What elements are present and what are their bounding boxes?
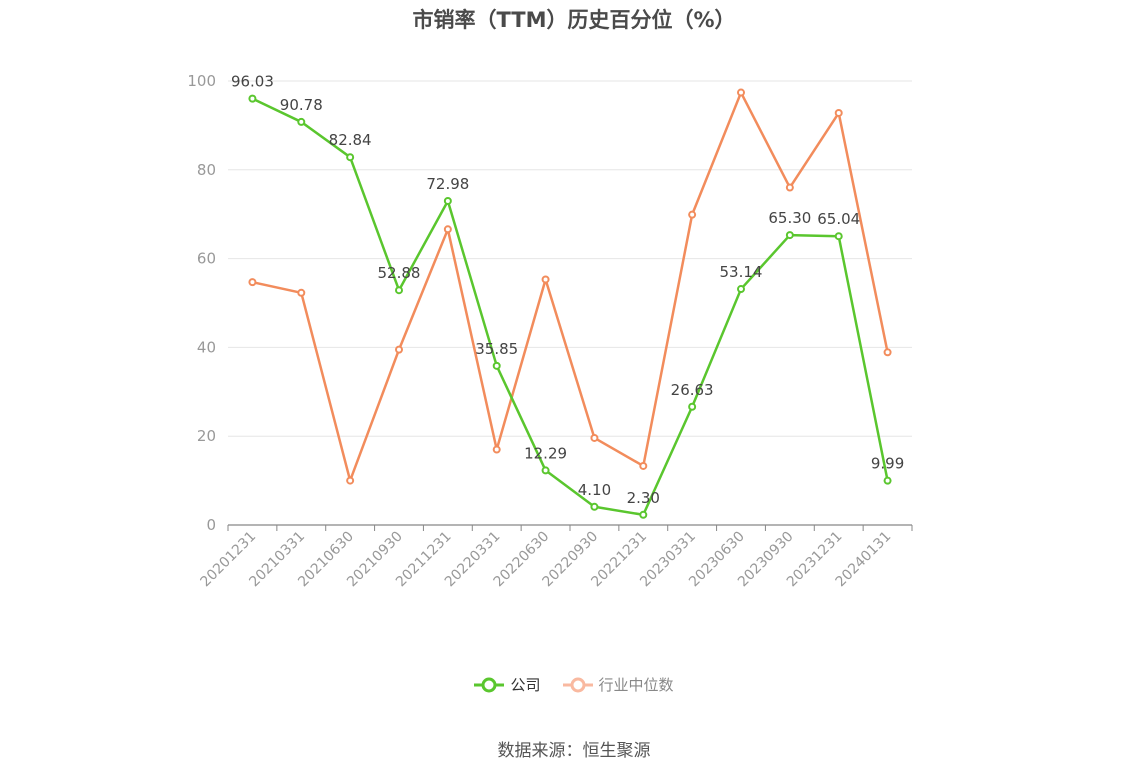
data-point-industry	[248, 278, 257, 287]
legend: 公司 行业中位数	[0, 674, 1148, 695]
legend-item-company[interactable]: 公司	[474, 674, 541, 695]
series-line-industry	[252, 91, 889, 482]
source-note: 数据来源：恒生聚源	[497, 741, 651, 761]
data-label: 72.98	[426, 175, 469, 193]
data-point-company	[346, 153, 355, 162]
data-point-company	[248, 94, 257, 103]
data-label: 65.04	[817, 210, 860, 228]
data-point-company	[590, 502, 599, 511]
data-point-company	[541, 466, 550, 475]
data-point-company	[492, 361, 501, 370]
legend-industry-label: 行业中位数	[598, 676, 674, 694]
data-point-company	[297, 117, 306, 126]
data-point-industry	[443, 225, 452, 234]
data-label: 65.30	[768, 209, 811, 227]
data-label: 82.84	[329, 131, 372, 149]
data-point-industry	[688, 210, 697, 219]
data-point-industry	[639, 461, 648, 470]
data-point-industry	[492, 445, 501, 454]
y-tick-label: 20	[197, 427, 216, 445]
data-label: 52.88	[378, 264, 421, 282]
data-point-industry	[297, 288, 306, 297]
y-tick-label: 60	[197, 250, 216, 268]
data-point-industry	[395, 345, 403, 354]
data-point-industry	[541, 275, 550, 284]
data-point-industry	[785, 183, 794, 192]
legend-company-label: 公司	[510, 676, 541, 694]
y-tick-label: 0	[206, 516, 216, 534]
data-point-company	[443, 196, 452, 205]
data-point-industry	[834, 108, 843, 117]
chart-title: 市销率（TTM）历史百分位（%）	[412, 8, 736, 32]
data-point-industry	[883, 348, 892, 357]
data-point-company	[688, 402, 697, 411]
data-label: 90.78	[280, 96, 323, 114]
data-point-company	[395, 286, 403, 295]
y-tick-label: 100	[187, 72, 216, 90]
legend-industry-marker-icon	[562, 677, 593, 692]
legend-company-marker-icon	[474, 677, 505, 692]
data-label: 9.99	[871, 455, 904, 473]
data-point-industry	[737, 88, 745, 97]
data-label: 12.29	[524, 444, 567, 462]
data-label: 96.03	[231, 73, 274, 91]
data-point-industry	[346, 476, 355, 485]
legend-item-industry[interactable]: 行业中位数	[562, 674, 674, 695]
y-tick-label: 40	[197, 338, 216, 356]
data-point-company	[737, 285, 745, 294]
data-point-company	[883, 476, 892, 485]
data-point-company	[785, 231, 794, 240]
data-label: 35.85	[475, 340, 518, 358]
data-point-company	[834, 232, 843, 241]
data-label: 53.14	[720, 263, 763, 281]
y-tick-label: 80	[197, 161, 216, 179]
series-line-company	[251, 97, 889, 517]
data-point-industry	[590, 433, 599, 442]
data-point-company	[639, 510, 648, 519]
data-label: 26.63	[671, 381, 714, 399]
data-label: 4.10	[578, 481, 611, 499]
data-label: 2.30	[627, 489, 660, 507]
